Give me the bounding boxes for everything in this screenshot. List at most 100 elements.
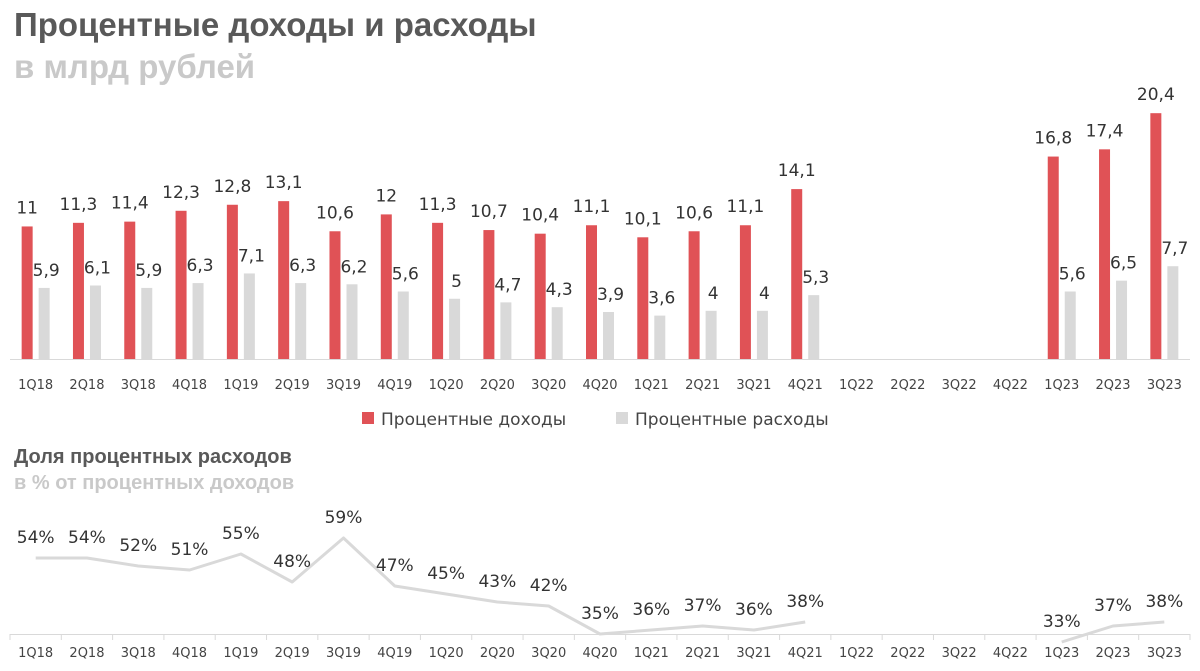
share-data-label: 33% (1043, 612, 1081, 632)
bar-expense (243, 273, 255, 359)
x-tick-label: 3Q21 (736, 378, 771, 393)
bar-chart: 11 5,9 1Q18 11,3 6,1 2Q18 11,4 5,9 3Q18 12,3 6,3 4Q… (10, 85, 1190, 393)
x-tick-label: 2Q19 (275, 378, 310, 393)
bar-expense (1064, 291, 1076, 359)
bar-expense (295, 283, 307, 359)
bar-expense (397, 291, 409, 359)
bar-income (483, 230, 495, 359)
x-tick-label: 3Q23 (1147, 378, 1182, 393)
data-label-income: 16,8 (1034, 129, 1072, 149)
share-data-label: 42% (530, 576, 568, 596)
data-label-income: 11,3 (60, 195, 98, 215)
bar-income (1047, 156, 1059, 359)
share-data-label: 37% (1094, 596, 1132, 616)
chart-subtitle: в млрд рублей (14, 48, 256, 85)
data-label-expense: 3,9 (597, 285, 624, 305)
x-tick-label: 1Q22 (839, 378, 874, 393)
x-tick-label: 4Q18 (172, 378, 207, 393)
share-x-tick-label: 2Q22 (890, 646, 925, 661)
bar-expense (705, 310, 717, 359)
data-label-expense: 7,7 (1161, 239, 1188, 259)
share-x-tick-label: 3Q22 (942, 646, 977, 661)
share-x-tick-label: 2Q21 (685, 646, 720, 661)
legend-swatch-income (362, 412, 374, 424)
x-tick-label: 3Q19 (326, 378, 361, 393)
data-label-expense: 4,3 (546, 280, 573, 300)
data-label-income: 11,1 (726, 197, 764, 217)
data-label-income: 10,6 (316, 203, 354, 223)
share-x-tick-label: 2Q20 (480, 646, 515, 661)
data-label-income: 10,6 (675, 203, 713, 223)
share-x-tick-label: 4Q18 (172, 646, 207, 661)
x-tick-label: 1Q20 (429, 378, 464, 393)
data-label-expense: 5 (451, 272, 462, 292)
share-x-tick-label: 4Q22 (993, 646, 1028, 661)
bar-income (1150, 113, 1162, 360)
bar-expense (89, 285, 101, 359)
data-label-income: 12,8 (213, 177, 251, 197)
data-label-income: 13,1 (265, 173, 303, 193)
share-data-label: 48% (273, 552, 311, 572)
share-x-tick-label: 3Q20 (531, 646, 566, 661)
bar-expense (500, 302, 512, 359)
share-x-tick-label: 4Q21 (788, 646, 823, 661)
data-label-income: 10,7 (470, 202, 508, 222)
bar-expense (1116, 280, 1128, 359)
share-data-label: 54% (17, 528, 55, 548)
share-x-tick-label: 1Q21 (634, 646, 669, 661)
data-label-income: 12,3 (162, 183, 200, 203)
data-label-expense: 6,3 (289, 256, 316, 276)
data-label-expense: 6,2 (340, 257, 367, 277)
data-label-expense: 3,6 (648, 289, 675, 309)
bar-expense (346, 284, 358, 359)
data-label-income: 10,4 (521, 206, 559, 226)
data-label-expense: 5,6 (1059, 265, 1086, 285)
share-x-tick-label: 1Q22 (839, 646, 874, 661)
share-x-tick-label: 3Q23 (1147, 646, 1182, 661)
x-tick-label: 3Q22 (942, 378, 977, 393)
bar-expense (449, 298, 461, 359)
x-tick-label: 1Q18 (18, 378, 53, 393)
x-tick-label: 3Q18 (121, 378, 156, 393)
bar-expense (808, 295, 820, 359)
data-label-expense: 5,9 (33, 261, 60, 281)
share-data-label: 55% (222, 524, 260, 544)
data-label-income: 11 (16, 198, 38, 218)
bar-income (791, 189, 803, 359)
data-label-income: 17,4 (1086, 121, 1124, 141)
share-data-label: 45% (427, 564, 465, 584)
share-data-label: 51% (171, 540, 209, 560)
legend: Процентные доходы Процентные расходы (362, 410, 829, 430)
x-tick-label: 2Q21 (685, 378, 720, 393)
bar-income (1099, 149, 1111, 359)
share-x-tick-label: 1Q19 (223, 646, 258, 661)
share-x-tick-label: 4Q20 (582, 646, 617, 661)
bar-income (380, 214, 392, 359)
x-tick-label: 1Q19 (223, 378, 258, 393)
bar-income (637, 237, 649, 359)
bar-expense (603, 312, 614, 359)
x-tick-label: 2Q23 (1096, 378, 1131, 393)
share-data-label: 38% (1145, 592, 1183, 612)
share-x-tick-label: 1Q18 (18, 646, 53, 661)
share-line-chart: 54% 1Q18 54% 2Q18 52% 3Q18 51% 4Q18 55% 1Q19 48% 2Q… (9, 508, 1191, 661)
legend-label-expense: Процентные расходы (635, 410, 829, 430)
x-tick-label: 2Q20 (480, 378, 515, 393)
share-data-label: 36% (735, 600, 773, 620)
share-x-tick-label: 1Q20 (429, 646, 464, 661)
share-data-label: 47% (376, 556, 414, 576)
bar-income (329, 231, 341, 359)
share-x-tick-label: 2Q18 (69, 646, 104, 661)
bar-income (432, 222, 444, 359)
share-chart-title: Доля процентных расходов (14, 446, 292, 468)
share-data-label: 54% (68, 528, 106, 548)
x-tick-label: 4Q22 (993, 378, 1028, 393)
data-label-income: 12 (375, 186, 397, 206)
data-label-income: 11,1 (573, 197, 611, 217)
bar-expense (756, 310, 768, 359)
legend-swatch-expense (616, 412, 628, 424)
legend-label-income: Процентные доходы (381, 410, 566, 430)
share-chart-subtitle: в % от процентных доходов (14, 472, 295, 494)
share-x-tick-label: 4Q19 (377, 646, 412, 661)
